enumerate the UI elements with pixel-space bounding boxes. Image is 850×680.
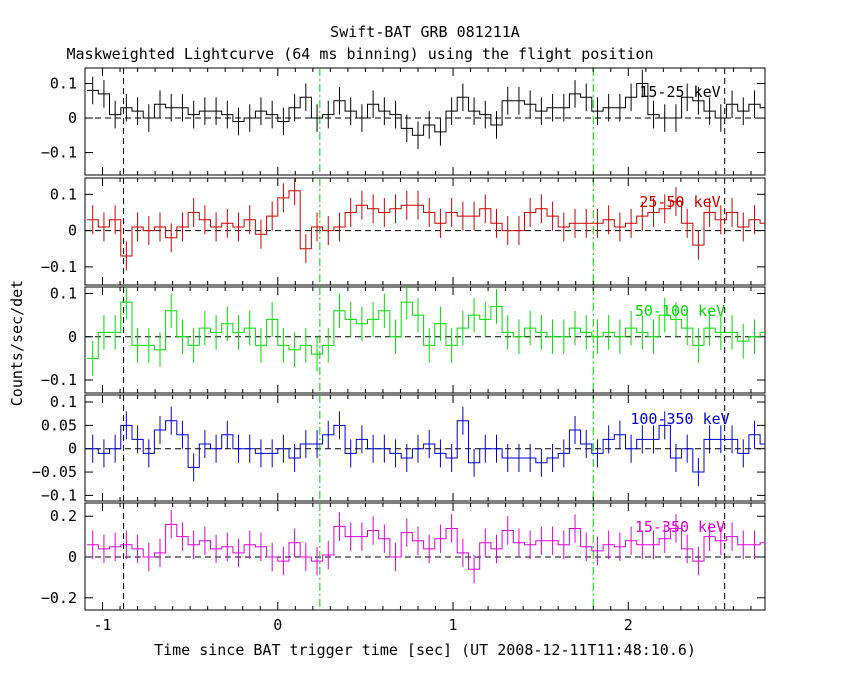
y-tick-label: 0 [68,109,77,127]
panel-1: −0.1 0 0.1 25-50 keV [41,177,766,286]
series-line [87,420,765,473]
band-label: 15-350 keV [635,518,725,536]
y-tick-label: −0.1 [41,371,77,389]
y-tick-label: −0.2 [41,589,77,607]
panel-2: −0.1 0 0.1 50-100 keV [41,284,766,394]
y-tick-label: 0 [68,222,77,240]
y-tick-label: 0.1 [50,75,77,93]
y-tick-label: 0.05 [41,416,77,434]
panel-frame [84,286,766,394]
y-tick-label: 0.2 [50,507,77,525]
series-line [87,190,765,257]
band-label: 50-100 keV [635,302,725,320]
band-label: 100-350 keV [630,410,729,428]
series-line [87,301,765,359]
panel-frame [84,394,766,502]
y-tick-label: 0 [68,440,77,458]
panel-frame [84,67,766,176]
y-tick-label: 0.1 [50,393,77,411]
band-label: 25-50 keV [639,193,720,211]
x-tick-label: 1 [449,616,458,634]
y-tick-label: 0 [68,328,77,346]
panel-3: −0.1 −0.05 0 0.05 0.1 100-350 keV [32,393,766,504]
x-tick-label: -1 [93,616,111,634]
panel-0: −0.1 0 0.1 15-25 keV [41,67,766,176]
y-tick-label: −0.1 [41,486,77,504]
x-tick-label: 2 [624,616,633,634]
y-tick-label: −0.1 [41,144,77,162]
panel-frame [84,177,766,286]
y-tick-label: −0.05 [32,463,77,481]
chart-title: Swift-BAT GRB 081211A [330,23,520,41]
panel-frame [84,502,766,611]
panel-4: −0.2 0 0.2 15-350 keV [41,502,766,611]
y-tick-label: 0.1 [50,284,77,302]
y-tick-label: 0 [68,548,77,566]
chart-subtitle: Maskweighted Lightcurve (64 ms binning) … [67,45,654,63]
x-tick-label: 0 [273,616,282,634]
band-label: 15-25 keV [639,83,720,101]
y-tick-label: −0.1 [41,258,77,276]
x-axis-label: Time since BAT trigger time [sec] (UT 20… [154,641,696,659]
y-axis-label: Counts/sec/det [8,280,26,406]
panel-group: −0.1 0 0.1 15-25 keV −0.1 0 0.1 25-50 keV −0.1 0 0… [32,67,766,634]
y-tick-label: 0.1 [50,185,77,203]
